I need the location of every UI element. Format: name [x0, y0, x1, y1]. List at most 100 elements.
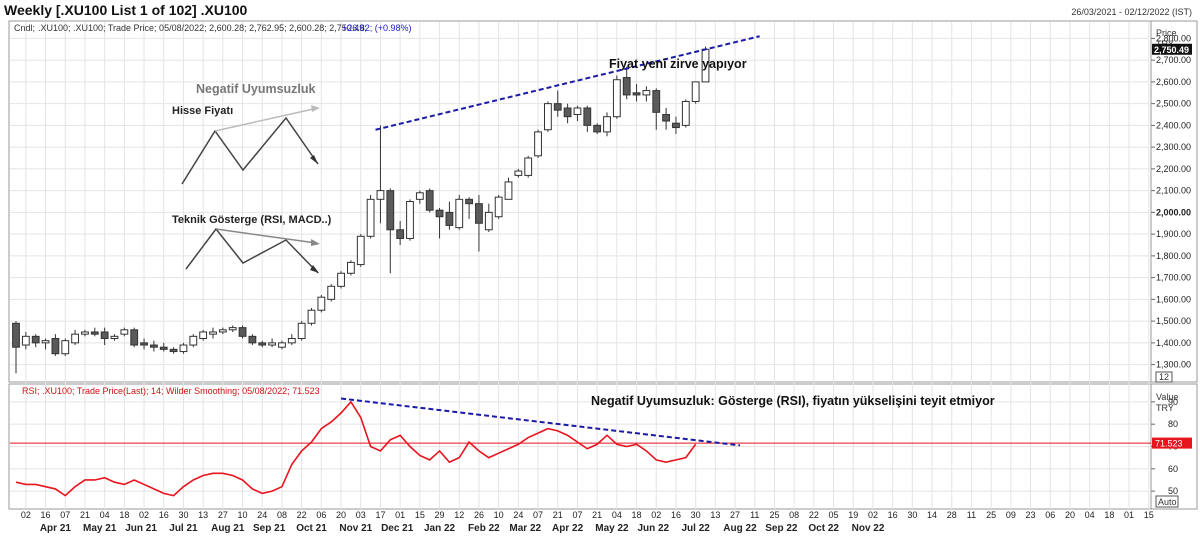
inset-price-zigzag — [181, 116, 319, 185]
week-tick-label: 22 — [297, 510, 307, 520]
candle-up — [337, 272, 345, 287]
grid-lines — [10, 22, 1151, 509]
inset-indicator-peak-line — [215, 228, 317, 244]
price-last-value-tag — [1152, 43, 1192, 55]
candle-up — [514, 170, 523, 176]
price-tick-label: 2,700.00 — [1156, 55, 1191, 65]
week-tick-label: 17 — [375, 510, 385, 520]
week-tick-label: 25 — [986, 510, 996, 520]
price-badge-box[interactable] — [1155, 371, 1173, 383]
month-tick-label: Dec 21 — [381, 523, 414, 534]
week-tick-label: 02 — [21, 510, 31, 520]
week-tick-label: 06 — [1045, 510, 1055, 520]
price-panel-frame — [8, 20, 1198, 383]
candle-down — [553, 103, 562, 111]
candle-up — [179, 344, 188, 353]
rsi-axis-unit: TRY — [1156, 403, 1174, 413]
rsi-badge-box[interactable] — [1155, 495, 1179, 508]
price-tick-label: 1,600.00 — [1156, 294, 1191, 304]
week-tick-label: 07 — [572, 510, 582, 520]
candle-up — [317, 296, 326, 311]
candle-up — [642, 90, 651, 96]
candle-down — [12, 322, 20, 348]
candle-up — [71, 333, 79, 344]
rsi-last-value: 71.523 — [1155, 439, 1183, 449]
week-tick-label: 13 — [710, 510, 720, 520]
price-tick-label: 1,300.00 — [1156, 360, 1191, 370]
candle-down — [475, 203, 483, 224]
week-tick-label: 20 — [336, 510, 346, 520]
rsi-badge: Auto — [1158, 497, 1177, 507]
candle-up — [307, 309, 316, 324]
candle-up — [406, 201, 414, 239]
week-tick-label: 08 — [789, 510, 799, 520]
candle-up — [494, 196, 503, 218]
rsi-annotation: Negatif Uyumsuzluk: Gösterge (RSI), fiya… — [591, 394, 995, 408]
candle-up — [199, 331, 208, 340]
candle-up — [691, 81, 700, 102]
candle-up — [347, 261, 355, 274]
rsi-trend-line — [340, 397, 741, 447]
candle-down — [662, 114, 671, 122]
week-tick-label: 16 — [159, 510, 169, 520]
week-tick-label: 27 — [730, 510, 740, 520]
week-tick-label: 01 — [395, 510, 405, 520]
candle-down — [169, 348, 178, 353]
candle-down — [465, 198, 474, 205]
price-legend-change: +26.82; (+0.98%) — [342, 23, 412, 33]
inset-price-peak-line — [214, 107, 319, 132]
candle-up — [455, 198, 464, 229]
week-tick-label: 18 — [119, 510, 129, 520]
month-tick-label: May 21 — [83, 523, 117, 534]
month-tick-label: Jun 22 — [637, 523, 669, 534]
month-tick-label: Feb 22 — [468, 523, 500, 534]
week-tick-label: 24 — [257, 510, 267, 520]
candle-up — [415, 192, 424, 200]
price-axis-title: Price — [1156, 28, 1177, 38]
week-tick-label: 22 — [809, 510, 819, 520]
rsi-tick-label: 80 — [1168, 419, 1178, 429]
inset-price-label: Hisse Fiyatı — [172, 105, 233, 117]
week-tick-label: 02 — [651, 510, 661, 520]
candle-up — [504, 181, 513, 200]
price-tick-label: 1,700.00 — [1156, 273, 1191, 283]
week-tick-label: 11 — [750, 510, 759, 520]
rsi-tick-label: 50 — [1168, 486, 1178, 496]
candle-up — [218, 329, 227, 333]
week-tick-label: 21 — [80, 510, 90, 520]
candle-up — [41, 340, 50, 344]
month-tick-label: Jul 22 — [681, 523, 710, 534]
price-annotation: Fiyat yeni zirve yapıyor — [609, 57, 747, 71]
rsi-series — [10, 400, 1151, 497]
candle-down — [248, 335, 257, 344]
candle-down — [652, 90, 661, 113]
week-tick-label: 11 — [967, 510, 976, 520]
candle-down — [396, 229, 405, 239]
candle-down — [150, 344, 158, 348]
week-tick-label: 28 — [947, 510, 957, 520]
month-tick-label: Mar 22 — [509, 523, 541, 534]
candle-up — [612, 79, 621, 118]
inset-indicator-peak-arrowhead — [311, 239, 320, 246]
week-tick-label: 16 — [671, 510, 681, 520]
candle-down — [140, 342, 148, 346]
week-tick-label: 29 — [435, 510, 445, 520]
price-tick-label: 1,800.00 — [1156, 251, 1191, 261]
month-tick-label: May 22 — [595, 523, 629, 534]
month-tick-label: Oct 21 — [296, 523, 327, 534]
month-tick-label: Apr 21 — [40, 523, 72, 534]
candle-down — [425, 190, 434, 211]
price-legend-prefix: Cndl; — [14, 23, 35, 33]
inset-indicator-label: Teknik Gösterge (RSI, MACD..) — [172, 214, 332, 226]
price-y-axis: 1,300.00 1,400.00 1,500.00 1,600.00 1,700.00… — [1151, 33, 1191, 370]
week-tick-label: 14 — [927, 510, 937, 520]
rsi-last-value-tag — [1152, 437, 1192, 449]
candle-down — [90, 331, 99, 335]
candle-down — [672, 122, 680, 129]
price-tick-label: 2,400.00 — [1156, 120, 1191, 130]
inset-indicator-zigzag — [185, 227, 319, 274]
candle-down — [445, 211, 454, 226]
week-tick-label: 09 — [1006, 510, 1016, 520]
candle-down — [100, 331, 109, 340]
